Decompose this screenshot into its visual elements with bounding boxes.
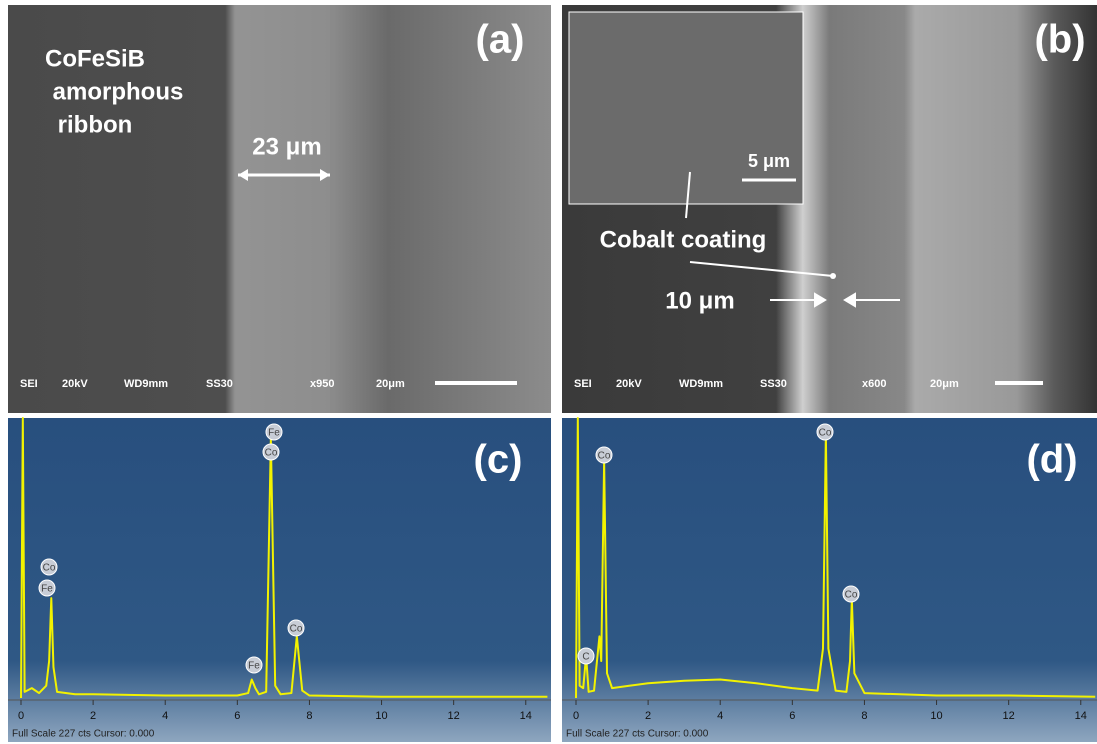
x-tick-label: 12 [1003, 710, 1015, 722]
x-tick-label: 6 [234, 710, 240, 722]
peak-label: Co [598, 451, 611, 462]
panel-label: (d) [1026, 438, 1077, 482]
panel-label: (a) [476, 18, 525, 62]
footer-item: x600 [862, 378, 886, 390]
x-tick-label: 8 [306, 710, 312, 722]
x-tick-label: 0 [573, 710, 579, 722]
footer-item: SS30 [760, 378, 787, 390]
caption: amorphous [53, 78, 184, 105]
peak-label: Fe [41, 584, 53, 595]
caption: CoFeSiB [45, 45, 145, 72]
x-tick-label: 6 [789, 710, 795, 722]
footer-item: 20μm [376, 378, 405, 390]
x-tick-label: 12 [448, 710, 460, 722]
dimension-label: 10 μm [665, 287, 734, 314]
x-tick-label: 0 [18, 710, 24, 722]
footer-item: SEI [20, 378, 38, 390]
footer-item: WD9mm [679, 378, 723, 390]
x-tick-label: 10 [375, 710, 387, 722]
peak-label: Co [819, 428, 832, 439]
peak-label: Co [43, 563, 56, 574]
footer-item: 20μm [930, 378, 959, 390]
panel-label: (b) [1034, 18, 1085, 62]
x-tick-label: 14 [520, 710, 532, 722]
x-tick-label: 8 [861, 710, 867, 722]
eds-background [562, 418, 1097, 742]
figure: (a) CoFeSiB amorphous ribbon 23 μm (b) 5… [0, 0, 1097, 744]
x-tick-label: 4 [162, 710, 168, 722]
pointer-dot [830, 273, 836, 279]
x-tick-label: 10 [930, 710, 942, 722]
peak-label: Fe [268, 428, 280, 439]
peak-label: C [582, 652, 589, 663]
page: {"panels": [ {"label": "(a)", "caption":… [0, 0, 1097, 744]
peak-label: Co [845, 590, 858, 601]
x-tick-label: 2 [645, 710, 651, 722]
footer-item: 20kV [616, 378, 642, 390]
panel-label: (c) [474, 438, 523, 482]
peak-label: Co [290, 624, 303, 635]
peak-label: Fe [248, 661, 260, 672]
chart-footer: Full Scale 227 cts Cursor: 0.000 [566, 729, 709, 740]
x-tick-label: 2 [90, 710, 96, 722]
annotation: Cobalt coating [600, 226, 767, 253]
footer-item: SS30 [206, 378, 233, 390]
footer-item: SEI [574, 378, 592, 390]
chart-footer: Full Scale 227 cts Cursor: 0.000 [12, 729, 155, 740]
ribbon-edge [235, 5, 330, 413]
inset-scale-label: 5 μm [748, 151, 790, 171]
x-tick-label: 4 [717, 710, 723, 722]
inset-image [569, 12, 803, 204]
footer-item: x950 [310, 378, 334, 390]
x-tick-label: 14 [1075, 710, 1087, 722]
dimension-label: 23 μm [252, 133, 321, 160]
footer-item: 20kV [62, 378, 88, 390]
caption: ribbon [58, 111, 133, 138]
peak-label: Co [265, 448, 278, 459]
footer-item: WD9mm [124, 378, 168, 390]
